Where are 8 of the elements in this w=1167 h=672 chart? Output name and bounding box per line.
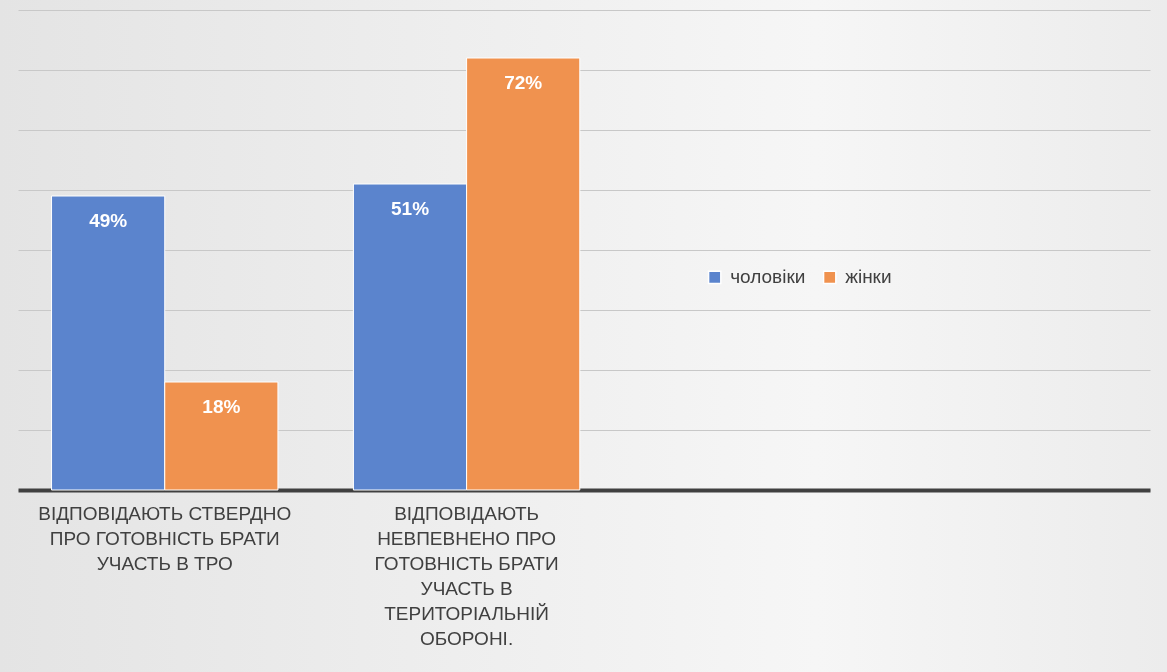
x-tick-label: ВІДПОВІДАЮТЬ СТВЕРДНО ПРО ГОТОВНІСТЬ БРАТИ УЧАСТЬ В ТРО xyxy=(38,502,292,574)
legend-label: чоловіки xyxy=(730,266,806,288)
x-tick-label: ВІДПОВІДАЮТЬ НЕВПЕВНЕНО ПРО ГОТОВНІСТЬ БРАТИ УЧАСТЬ В ТЕРИТОРІАЛЬНІЙ ОБОРОНІ. xyxy=(374,502,559,649)
data-label: 51% xyxy=(390,198,430,219)
legend-label: жінки xyxy=(845,266,892,288)
data-label: 72% xyxy=(504,72,543,93)
data-label: 18% xyxy=(202,396,241,417)
data-label: 49% xyxy=(89,210,128,231)
